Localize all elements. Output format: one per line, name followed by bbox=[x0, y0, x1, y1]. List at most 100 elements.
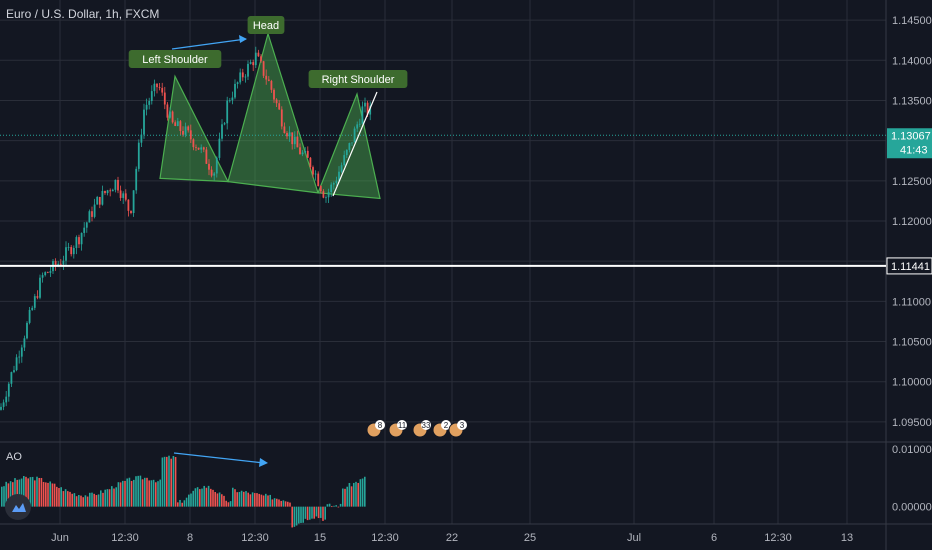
ao-bar bbox=[111, 486, 113, 507]
ao-bar bbox=[29, 477, 32, 507]
candle-body bbox=[124, 193, 127, 200]
ao-bar bbox=[229, 501, 232, 507]
bar-countdown-label: 41:43 bbox=[900, 144, 928, 156]
candle-body bbox=[241, 72, 244, 78]
candle-body bbox=[135, 168, 138, 191]
candle-body bbox=[306, 150, 309, 158]
ao-bar bbox=[115, 487, 117, 507]
ao-bar bbox=[102, 492, 104, 507]
ao-bar bbox=[128, 477, 131, 507]
ao-bar bbox=[45, 482, 47, 507]
candle-body bbox=[270, 80, 273, 90]
ao-bar bbox=[40, 477, 43, 507]
ao-bar bbox=[190, 493, 192, 507]
candle-body bbox=[223, 123, 226, 125]
candle-body bbox=[65, 247, 67, 261]
candle-body bbox=[286, 133, 288, 137]
candle-body bbox=[369, 105, 372, 115]
candle-body bbox=[158, 87, 161, 88]
ao-bar bbox=[60, 487, 62, 507]
ao-bar bbox=[86, 496, 89, 507]
ao-arrow-head bbox=[259, 458, 268, 467]
ao-bar bbox=[315, 506, 318, 517]
candle-body bbox=[208, 163, 210, 170]
candle-body bbox=[153, 83, 156, 92]
candle-body bbox=[132, 190, 135, 214]
ao-bar bbox=[361, 478, 364, 507]
candle-body bbox=[148, 100, 151, 105]
candle-body bbox=[140, 134, 143, 143]
candle-body bbox=[330, 184, 333, 193]
tradingview-logo-icon[interactable] bbox=[5, 494, 31, 520]
candle-body bbox=[351, 142, 353, 144]
time-tick-label: 12:30 bbox=[111, 532, 139, 544]
ao-bar bbox=[14, 478, 16, 507]
candle-body bbox=[78, 237, 80, 245]
ao-bar bbox=[159, 479, 161, 507]
candle-body bbox=[192, 139, 195, 148]
ao-indicator-label[interactable]: AO bbox=[6, 451, 22, 463]
ao-bar bbox=[36, 476, 38, 507]
candle-body bbox=[231, 97, 234, 101]
candle-body bbox=[26, 322, 28, 339]
time-tick-label: 12:30 bbox=[241, 532, 269, 544]
ao-bar bbox=[133, 479, 135, 507]
candle-body bbox=[293, 136, 296, 145]
ao-bar bbox=[339, 503, 342, 507]
time-tick-label: 25 bbox=[524, 532, 536, 544]
ao-bar bbox=[298, 506, 300, 524]
candle-body bbox=[366, 102, 369, 115]
left-shoulder-label-box bbox=[128, 50, 222, 68]
ao-bar bbox=[51, 483, 54, 507]
candle-body bbox=[20, 347, 23, 357]
candle-body bbox=[166, 104, 169, 118]
candle-body bbox=[210, 169, 213, 176]
ao-bar bbox=[122, 480, 124, 507]
candle-body bbox=[150, 91, 153, 101]
candle-body bbox=[187, 126, 190, 131]
candle-body bbox=[109, 190, 112, 192]
ao-bar bbox=[306, 506, 309, 521]
event-count-bg bbox=[421, 420, 431, 430]
candle-body bbox=[176, 121, 179, 126]
ao-bar bbox=[78, 495, 80, 507]
price-tick-label: 1.11000 bbox=[892, 296, 931, 308]
candle-body bbox=[91, 211, 93, 217]
candle-body bbox=[39, 277, 41, 298]
candle-body bbox=[85, 222, 88, 228]
ao-bar bbox=[269, 494, 271, 507]
candle-body bbox=[114, 179, 117, 190]
candle-body bbox=[236, 82, 239, 84]
candle-body bbox=[98, 197, 101, 205]
ao-bar bbox=[254, 493, 256, 507]
ao-bar bbox=[1, 486, 3, 507]
ao-bar bbox=[364, 476, 366, 507]
ao-bar bbox=[201, 488, 203, 507]
ao-bar bbox=[150, 480, 153, 507]
ao-bar bbox=[91, 492, 93, 507]
ao-bar bbox=[137, 475, 139, 507]
candle-body bbox=[319, 186, 322, 192]
ao-bar bbox=[256, 493, 258, 507]
ao-bar bbox=[71, 493, 73, 507]
price-tick-label: 1.10500 bbox=[892, 337, 932, 349]
candle-body bbox=[189, 130, 192, 140]
ao-bar bbox=[3, 486, 5, 507]
ao-bar bbox=[328, 503, 331, 507]
candle-body bbox=[31, 307, 34, 310]
candle-body bbox=[283, 126, 286, 134]
ao-bar bbox=[271, 499, 274, 507]
candle-body bbox=[80, 232, 83, 245]
level-price-tag bbox=[886, 257, 932, 275]
candle-body bbox=[317, 173, 320, 187]
ao-bar bbox=[139, 475, 142, 507]
candle-body bbox=[325, 197, 327, 199]
time-tick-label: 22 bbox=[446, 532, 458, 544]
ao-bar bbox=[119, 482, 122, 507]
candle-body bbox=[184, 126, 187, 135]
candle-body bbox=[143, 109, 145, 135]
ao-bar bbox=[218, 492, 221, 507]
candle-body bbox=[161, 87, 164, 93]
price-tick-label: 1.10000 bbox=[892, 377, 932, 389]
